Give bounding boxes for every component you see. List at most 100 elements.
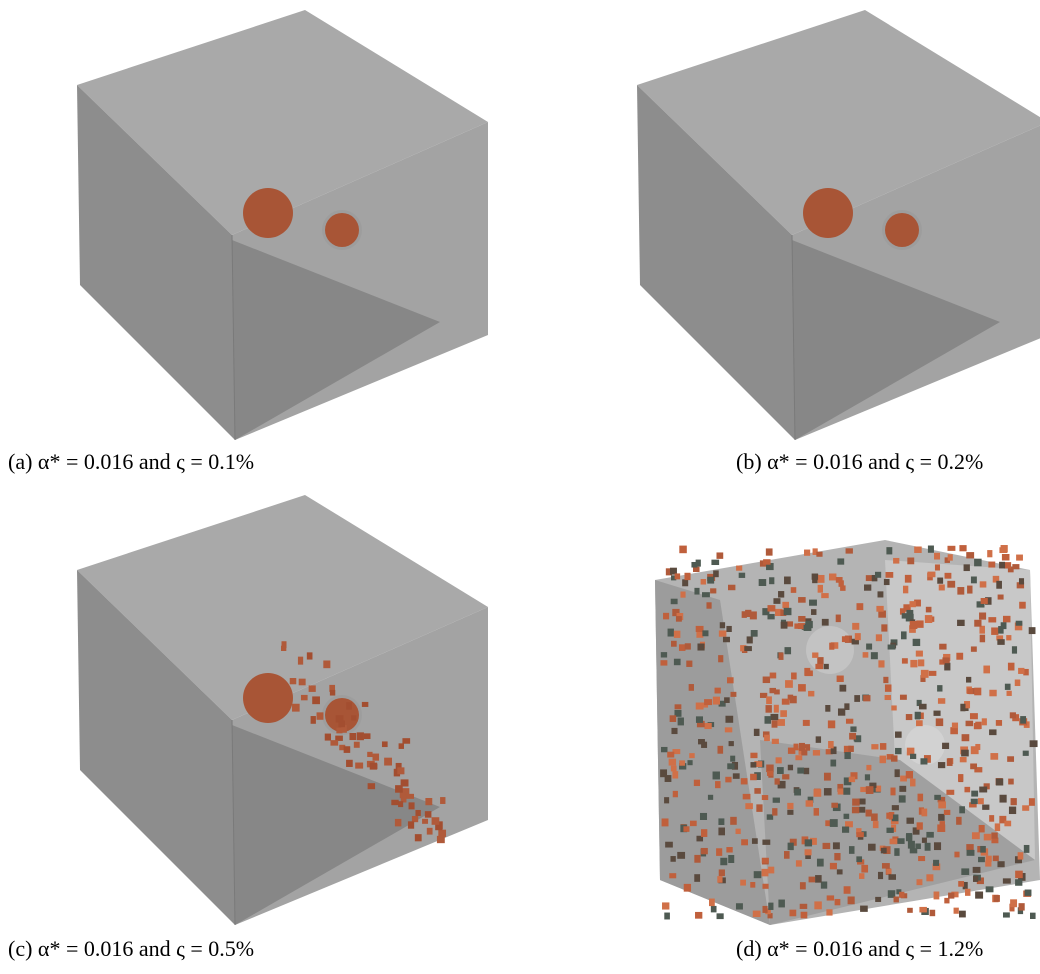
particle [916,720,923,726]
particle [398,801,403,807]
particle [978,798,984,804]
particle [942,743,949,749]
particle [750,774,757,780]
particle [902,613,910,618]
particle [935,564,940,570]
particle [725,777,731,783]
particle [771,714,779,720]
particle [926,874,933,881]
particle [934,795,941,800]
particle [763,677,770,684]
particle [671,599,678,604]
particle [701,848,708,854]
particle [817,657,823,664]
particle [979,787,987,793]
caption: (b) α* = 0.016 and ς = 0.2% [736,449,983,475]
particle [918,856,925,861]
particle [894,848,899,856]
particle [861,865,868,873]
particle [979,626,985,634]
particle [967,586,972,594]
particle [956,653,963,660]
particle [791,673,797,680]
particle [991,832,997,838]
particle [763,559,770,564]
particle [1023,751,1029,756]
particle [718,818,724,825]
particle [317,712,324,719]
particle [719,630,727,636]
particle [943,658,950,664]
particle [727,677,734,683]
particle [852,807,859,814]
particle [362,702,368,707]
particle [917,879,923,885]
particle [967,850,975,856]
particle [966,721,974,726]
particle [905,575,912,583]
particle [974,559,982,567]
particle [788,843,794,850]
particle [878,872,883,879]
particle [680,592,685,598]
particle [966,552,974,558]
particle [825,705,830,712]
particle [970,713,978,719]
particle [1019,578,1024,584]
particle [686,661,692,667]
particle [980,635,985,643]
particle [682,579,688,586]
particle [829,574,836,581]
particle [821,881,827,888]
particle [964,787,970,792]
particle [902,658,908,663]
particle [938,762,945,768]
particle [899,786,906,792]
particle [679,546,687,554]
particle [762,858,769,863]
particle [661,747,667,752]
particle [906,771,913,778]
particle [915,712,921,719]
particle [965,889,970,896]
particle [906,818,913,824]
particle [713,697,720,705]
particle [787,803,793,809]
particle [736,829,741,834]
particle [866,810,872,817]
particle [878,591,884,597]
particle [741,839,748,845]
particle [944,810,950,815]
particle [727,763,734,769]
particle [670,715,677,722]
particle [791,587,797,593]
particle [344,746,351,753]
particle [694,588,699,595]
particle [661,652,667,657]
particle [777,767,784,774]
particle [837,676,844,682]
particle [720,622,725,628]
particle [982,718,987,725]
particle [679,760,685,765]
particle [978,857,985,862]
particle [873,821,879,828]
particle [894,897,899,903]
particle [839,685,846,692]
particle [879,756,886,764]
particle [952,723,958,729]
particle [729,741,734,746]
particle [837,558,844,564]
particle [988,617,996,622]
particle [766,548,773,555]
particle [402,738,410,744]
particle [687,760,692,765]
particle [966,844,973,850]
particle [713,772,720,780]
particle [702,592,710,597]
particle [809,877,815,883]
particle [996,779,1003,786]
particle [767,771,773,776]
particle [914,546,922,552]
particle [736,903,743,909]
